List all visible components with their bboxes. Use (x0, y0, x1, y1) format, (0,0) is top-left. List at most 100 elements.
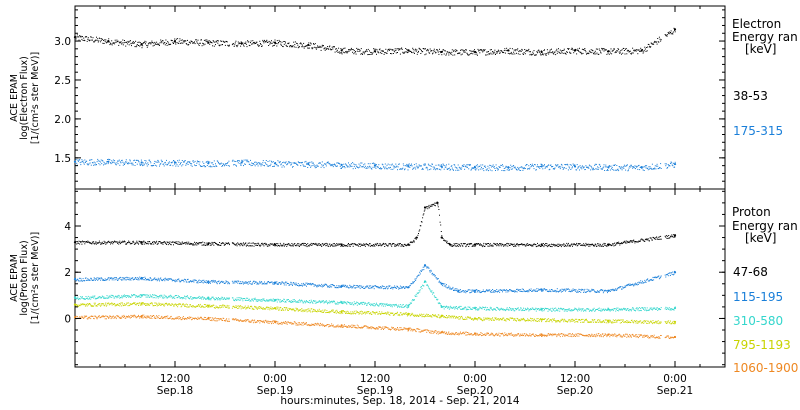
proton-scatter-115-195 (385, 287, 387, 289)
proton-scatter-115-195 (271, 281, 272, 283)
proton-scatter-115-195 (339, 285, 341, 287)
electron-scatter-175-315 (139, 163, 141, 165)
proton-scatter-310-580 (318, 301, 320, 303)
electron-scatter-175-315 (618, 170, 620, 172)
proton-scatter-310-580 (174, 297, 176, 299)
proton-scatter-47-68 (109, 241, 111, 243)
proton-scatter-115-195 (604, 289, 606, 291)
electron-scatter-38-53 (670, 32, 671, 33)
electron-scatter-38-53 (596, 52, 598, 54)
electron-scatter-175-315 (199, 165, 201, 167)
electron-scatter-38-53 (158, 43, 160, 45)
electron-scatter-38-53 (223, 41, 225, 43)
proton-scatter-47-68 (594, 243, 596, 245)
electron-scatter-38-53 (128, 41, 130, 43)
proton-scatter-115-195 (566, 288, 568, 290)
electron-scatter-175-315 (412, 168, 414, 170)
proton-scatter-115-195 (604, 290, 606, 291)
proton-scatter-115-195 (478, 290, 480, 292)
proton-scatter-310-580 (163, 294, 165, 296)
electron-scatter-38-53 (198, 43, 200, 45)
proton-scatter-47-68 (483, 246, 485, 247)
proton-scatter-310-580 (523, 307, 524, 309)
proton-scatter-47-68 (196, 244, 198, 246)
proton-scatter-47-68 (553, 244, 555, 246)
electron-scatter-175-315 (380, 167, 382, 169)
electron-scatter-175-315 (567, 169, 569, 171)
electron-scatter-175-315 (242, 161, 244, 163)
electron-scatter-175-315 (254, 165, 256, 167)
proton-scatter-310-580 (98, 296, 100, 298)
electron-scatter-175-315 (492, 164, 494, 166)
proton-scatter-115-195 (486, 289, 488, 291)
proton-scatter-115-195 (231, 280, 233, 282)
proton-scatter-310-580 (152, 294, 153, 296)
electron-scatter-38-53 (644, 46, 646, 48)
proton-scatter-47-68 (637, 241, 639, 243)
proton-scatter-47-68 (220, 243, 222, 245)
proton-scatter-47-68 (399, 243, 401, 245)
proton-scatter-47-68 (132, 240, 134, 242)
proton-scatter-47-68 (133, 243, 135, 245)
electron-scatter-175-315 (132, 164, 134, 166)
proton-scatter-47-68 (562, 244, 564, 246)
electron-scatter-175-315 (429, 165, 431, 167)
electron-scatter-175-315 (546, 166, 548, 168)
proton-scatter-47-68 (372, 245, 374, 247)
electron-scatter-175-315 (169, 165, 171, 166)
proton-scatter-310-580 (492, 309, 494, 311)
proton-scatter-115-195 (639, 282, 641, 284)
proton-scatter-310-580 (353, 304, 355, 306)
proton-scatter-115-195 (343, 286, 345, 288)
electron-scatter-175-315 (445, 166, 447, 168)
proton-scatter-115-195 (131, 277, 132, 279)
proton-scatter-310-580 (480, 307, 482, 309)
proton-scatter-310-580 (515, 308, 517, 310)
proton-scatter-47-68 (374, 245, 376, 247)
electron-scatter-175-315 (413, 164, 415, 166)
proton-scatter-47-68 (618, 242, 620, 244)
electron-scatter-38-53 (618, 49, 620, 51)
proton-scatter-47-68 (145, 243, 147, 245)
proton-scatter-310-580 (161, 297, 163, 299)
proton-scatter-115-195 (591, 288, 593, 290)
proton-scatter-47-68 (102, 243, 104, 245)
proton-scatter-310-580 (126, 295, 128, 297)
proton-scatter-310-580 (360, 303, 362, 305)
electron-scatter-38-53 (445, 54, 447, 56)
electron-scatter-38-53 (261, 46, 263, 47)
electron-scatter-175-315 (384, 163, 386, 165)
proton-scatter-310-580 (468, 309, 470, 310)
proton-scatter-47-68 (292, 244, 293, 246)
proton-scatter-115-195 (434, 275, 436, 277)
proton-scatter-310-580 (181, 298, 183, 300)
electron-scatter-38-53 (468, 54, 470, 56)
electron-scatter-175-315 (265, 160, 267, 161)
electron-scatter-175-315 (227, 165, 229, 167)
proton-scatter-115-195 (471, 291, 473, 293)
proton-scatter-115-195 (670, 274, 671, 276)
proton-scatter-310-580 (443, 305, 445, 307)
proton-scatter-47-68 (572, 245, 573, 247)
electron-scatter-38-53 (580, 51, 582, 53)
electron-scatter-175-315 (488, 170, 489, 172)
electron-scatter-175-315 (292, 166, 293, 168)
electron-scatter-175-315 (395, 166, 397, 168)
proton-scatter-115-195 (270, 281, 272, 283)
electron-scatter-175-315 (363, 167, 365, 169)
proton-scatter-310-580 (555, 310, 557, 311)
electron-scatter-38-53 (130, 43, 132, 45)
electron-scatter-175-315 (444, 165, 446, 167)
proton-scatter-115-195 (244, 282, 246, 284)
electron-scatter-38-53 (138, 41, 140, 43)
proton-scatter-115-195 (312, 283, 314, 285)
electron-scatter-175-315 (332, 166, 334, 168)
electron-scatter-175-315 (598, 163, 600, 165)
proton-scatter-310-580 (549, 308, 551, 310)
electron-scatter-38-53 (108, 38, 110, 40)
electron-scatter-38-53 (126, 41, 128, 43)
proton-scatter-310-580 (396, 305, 398, 307)
electron-scatter-175-315 (160, 159, 162, 161)
proton-scatter-115-195 (198, 280, 200, 282)
electron-scatter-38-53 (145, 41, 147, 43)
